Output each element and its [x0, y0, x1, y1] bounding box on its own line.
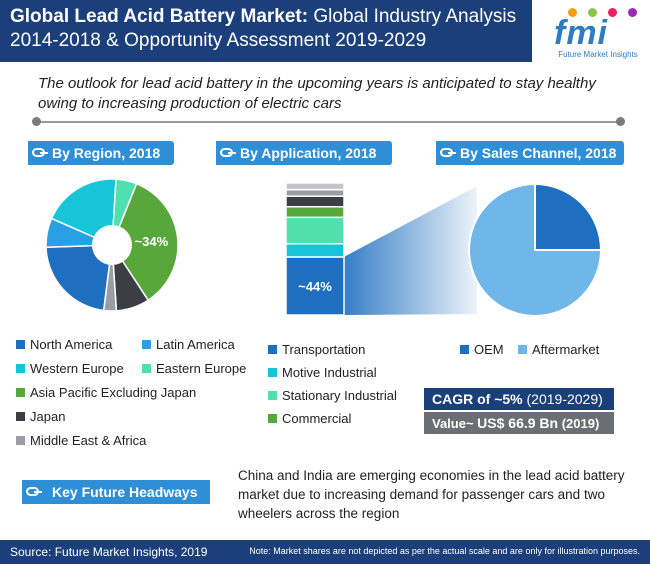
- application-bar-other-4: [285, 195, 345, 208]
- key-future-headways-header: Key Future Headways: [22, 480, 210, 504]
- fmi-logo: fmi Future Market Insights: [548, 6, 646, 60]
- region-section-label: By Region, 2018: [52, 145, 161, 161]
- header-banner: Global Lead Acid Battery Market: Global …: [0, 0, 650, 62]
- legend-swatch: [460, 345, 469, 354]
- application-bar-transportation: [285, 256, 345, 316]
- logo-dot-orange: [568, 8, 577, 17]
- legend-swatch: [16, 436, 25, 445]
- logo-dot-pink: [608, 8, 617, 17]
- legend-swatch: [16, 412, 25, 421]
- title-bold: Global Lead Acid Battery Market:: [10, 6, 309, 27]
- channel-slice-oem: [534, 182, 603, 251]
- logo-text: fmi: [554, 14, 608, 52]
- legend-eastern-europe: Eastern Europe: [142, 361, 246, 376]
- legend-aftermarket: Aftermarket: [518, 342, 599, 357]
- divider-line: [36, 121, 620, 123]
- legend-apej: Asia Pacific Excluding Japan: [16, 385, 196, 400]
- footer-note: Note: Market shares are not depicted as …: [249, 546, 640, 556]
- headways-description: China and India are emerging economies i…: [238, 468, 625, 521]
- region-slice-middle-east-africa: [102, 244, 118, 312]
- legend-commercial: Commercial: [268, 411, 351, 426]
- legend-western-europe: Western Europe: [16, 361, 124, 376]
- legend-swatch: [268, 414, 277, 423]
- donut-hole: [92, 225, 132, 265]
- footer-bar: Source: Future Market Insights, 2019 Not…: [0, 540, 650, 564]
- outlook-text: The outlook for lead acid battery in the…: [38, 75, 596, 112]
- legend-swatch: [142, 364, 151, 373]
- logo-dot-green: [588, 8, 597, 17]
- page-title: Global Lead Acid Battery Market: Global …: [10, 5, 530, 53]
- region-slice-latin-america: [45, 217, 113, 249]
- application-bar-other-6: [285, 182, 345, 191]
- divider-dot-right: [616, 117, 625, 126]
- title-rest: Global Industry Analysis 2014-2018 & Opp…: [10, 6, 517, 51]
- legend-oem: OEM: [460, 342, 504, 357]
- legend-swatch: [142, 340, 151, 349]
- application-section-header: By Application, 2018: [216, 141, 392, 165]
- legend-swatch: [518, 345, 527, 354]
- legend-swatch: [268, 391, 277, 400]
- legend-swatch: [16, 364, 25, 373]
- logo-subtitle: Future Market Insights: [558, 50, 638, 59]
- legend-north-america: North America: [16, 337, 112, 352]
- region-slice-japan: [111, 242, 150, 312]
- market-value-badge: Value~ US$ 66.9 Bn (2019): [424, 412, 614, 434]
- region-slice-western-europe: [50, 178, 117, 247]
- legend-swatch: [16, 388, 25, 397]
- region-slice-asia-pacific-excluding-japan: [111, 182, 179, 302]
- legend-swatch: [268, 345, 277, 354]
- legend-latin-america: Latin America: [142, 337, 235, 352]
- legend-transportation: Transportation: [268, 342, 365, 357]
- footer-source: Source: Future Market Insights, 2019: [10, 545, 208, 559]
- application-data-label: ~44%: [298, 279, 332, 294]
- region-data-label: ~34%: [135, 234, 169, 249]
- region-slice-north-america: [45, 244, 113, 312]
- legend-japan: Japan: [16, 409, 65, 424]
- application-bar-other-5: [285, 188, 345, 197]
- legend-swatch: [16, 340, 25, 349]
- funnel-connector: [344, 186, 477, 315]
- channel-section-label: By Sales Channel, 2018: [460, 145, 617, 161]
- legend-stationary-industrial: Stationary Industrial: [268, 388, 397, 403]
- logo-dot-purple: [628, 8, 637, 17]
- cagr-badge: CAGR of ~5% (2019-2029): [424, 388, 614, 410]
- legend-swatch: [268, 368, 277, 377]
- headways-label: Key Future Headways: [52, 484, 198, 500]
- legend-motive-industrial: Motive Industrial: [268, 365, 377, 380]
- region-section-header: By Region, 2018: [28, 141, 174, 165]
- channel-section-header: By Sales Channel, 2018: [436, 141, 624, 165]
- channel-slice-aftermarket: [468, 182, 603, 317]
- legend-middle-east-africa: Middle East & Africa: [16, 433, 146, 448]
- application-bar-motive-industrial: [285, 242, 345, 258]
- application-bar-commercial: [285, 206, 345, 219]
- region-slice-eastern-europe: [111, 178, 138, 246]
- application-section-label: By Application, 2018: [240, 145, 377, 161]
- divider-dot-left: [32, 117, 41, 126]
- application-bar-stationary-industrial: [285, 216, 345, 245]
